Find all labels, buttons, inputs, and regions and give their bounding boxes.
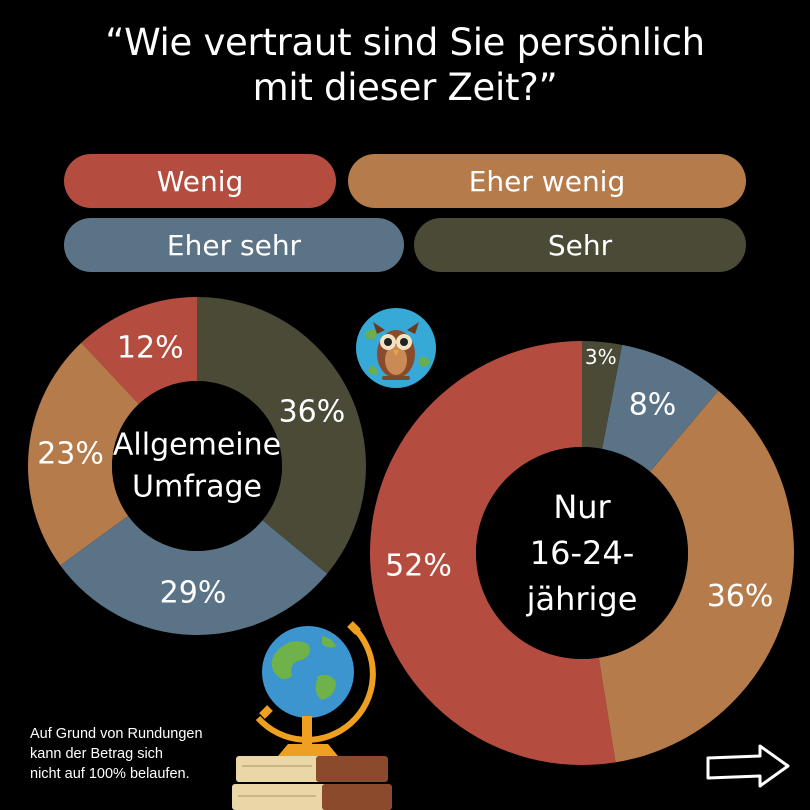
- donut-hole: [476, 447, 688, 659]
- owl-icon: [356, 308, 436, 388]
- slice-value-label: 12%: [117, 330, 184, 365]
- title-line-1: “Wie vertraut sind Sie persönlich: [105, 21, 705, 64]
- donut-slice-wenig: [81, 297, 197, 405]
- legend-label: Eher sehr: [166, 228, 302, 262]
- slice-value-label: 52%: [385, 548, 452, 583]
- donut-hole: [112, 381, 282, 551]
- legend-label: Eher wenig: [468, 164, 626, 198]
- legend-label: Wenig: [156, 164, 244, 198]
- legend-label: Sehr: [547, 228, 613, 262]
- donut-slice-sehr: [197, 297, 367, 574]
- slice-value-label: 8%: [629, 387, 677, 422]
- donut-center-label: Allgemeine: [113, 428, 281, 463]
- donut-slice-eher-wenig: [27, 342, 139, 566]
- legend-item-sehr: Sehr: [414, 218, 746, 272]
- globe-icon: [255, 621, 376, 756]
- donut-allgemeine-umfrage: 12% 23% 29% 36%Allgemeine Umfrage: [27, 297, 367, 636]
- donut-slice-eher-sehr: [60, 515, 328, 636]
- books-icon: [232, 756, 392, 810]
- legend-item-eher-sehr: Eher sehr: [64, 218, 404, 272]
- donut-slice-eher-sehr: [602, 344, 719, 472]
- donut-center-label: jährige: [526, 580, 638, 618]
- chart-title: “Wie vertraut sind Sie persönlich mit di…: [60, 20, 750, 110]
- donut-slice-wenig: [369, 341, 616, 765]
- donut-center-label: Umfrage: [132, 470, 262, 505]
- slice-value-label: 23%: [37, 437, 104, 472]
- slice-value-label: 36%: [279, 394, 346, 429]
- title-line-2: mit dieser Zeit?”: [252, 66, 558, 109]
- legend-item-wenig: Wenig: [64, 154, 336, 208]
- slice-value-label: 36%: [707, 579, 774, 614]
- next-arrow-icon[interactable]: [706, 744, 790, 788]
- slice-value-label: 3%: [585, 345, 617, 369]
- footnote-line: kann der Betrag sich: [30, 746, 163, 762]
- donut-center-label: 16-24-: [530, 534, 635, 572]
- legend-item-eher-wenig: Eher wenig: [348, 154, 746, 208]
- donut-slice-eher-wenig: [598, 390, 794, 763]
- donut-slice-sehr: [582, 341, 623, 449]
- donut-center-label: Nur: [553, 488, 611, 526]
- slice-value-label: 29%: [160, 575, 227, 610]
- footnote: Auf Grund von Rundungen kann der Betrag …: [30, 724, 260, 784]
- donut-16-24-jaehrige: 52% 36% 8% 3% Nur 16-24- jährige: [369, 341, 794, 765]
- footnote-line: Auf Grund von Rundungen: [30, 726, 203, 742]
- footnote-line: nicht auf 100% belaufen.: [30, 766, 190, 782]
